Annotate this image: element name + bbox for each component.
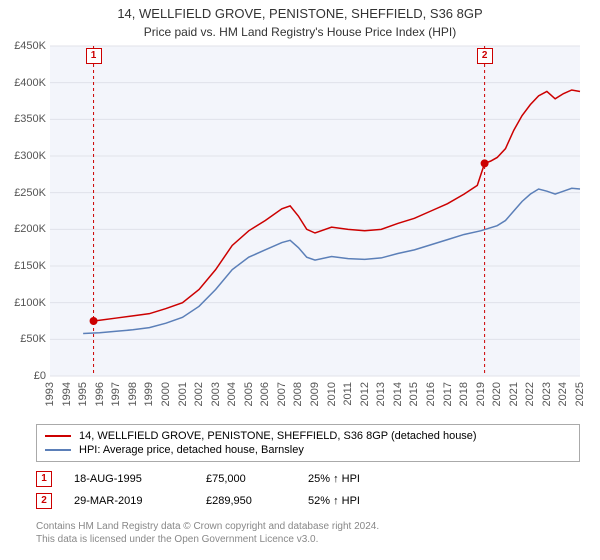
legend-label: 14, WELLFIELD GROVE, PENISTONE, SHEFFIEL… (79, 430, 477, 442)
y-tick-label: £300K (2, 150, 46, 162)
x-tick-label: 2001 (177, 382, 189, 406)
footnote-line1: Contains HM Land Registry data © Crown c… (36, 520, 379, 533)
legend-swatch (45, 449, 71, 451)
sales-row-price: £75,000 (206, 473, 286, 485)
x-tick-label: 1999 (143, 382, 155, 406)
sales-row: 1 18-AUG-1995 £75,000 25% ↑ HPI (36, 468, 580, 490)
sale-marker-dot (481, 159, 489, 167)
legend-item: 14, WELLFIELD GROVE, PENISTONE, SHEFFIEL… (45, 429, 571, 443)
sale-marker-box: 1 (86, 48, 102, 64)
x-tick-label: 1995 (77, 382, 89, 406)
legend: 14, WELLFIELD GROVE, PENISTONE, SHEFFIEL… (36, 424, 580, 462)
sales-row-pct: 52% ↑ HPI (308, 495, 428, 507)
y-tick-label: £0 (2, 370, 46, 382)
sales-row-pct: 25% ↑ HPI (308, 473, 428, 485)
x-tick-label: 2017 (442, 382, 454, 406)
x-tick-label: 2012 (359, 382, 371, 406)
x-tick-label: 2000 (160, 382, 172, 406)
chart-title-line1: 14, WELLFIELD GROVE, PENISTONE, SHEFFIEL… (0, 0, 600, 23)
x-tick-label: 2023 (541, 382, 553, 406)
sales-row-marker: 1 (36, 471, 52, 487)
x-tick-label: 1997 (110, 382, 122, 406)
x-tick-label: 2007 (276, 382, 288, 406)
x-tick-label: 2013 (375, 382, 387, 406)
x-tick-label: 2022 (524, 382, 536, 406)
x-tick-label: 2024 (557, 382, 569, 406)
x-tick-label: 2002 (193, 382, 205, 406)
chart-svg (50, 46, 580, 376)
y-tick-label: £50K (2, 333, 46, 345)
x-tick-label: 2014 (392, 382, 404, 406)
sales-row-price: £289,950 (206, 495, 286, 507)
x-tick-label: 2003 (210, 382, 222, 406)
x-tick-label: 2005 (243, 382, 255, 406)
y-tick-label: £400K (2, 77, 46, 89)
x-tick-label: 2015 (408, 382, 420, 406)
y-tick-label: £100K (2, 297, 46, 309)
y-tick-label: £250K (2, 187, 46, 199)
x-tick-label: 1994 (61, 382, 73, 406)
x-tick-label: 2019 (475, 382, 487, 406)
footnote-line2: This data is licensed under the Open Gov… (36, 533, 379, 546)
x-tick-label: 2010 (326, 382, 338, 406)
y-tick-label: £350K (2, 113, 46, 125)
x-tick-label: 2020 (491, 382, 503, 406)
x-tick-label: 1998 (127, 382, 139, 406)
x-tick-label: 2008 (292, 382, 304, 406)
chart-title-line2: Price paid vs. HM Land Registry's House … (0, 23, 600, 39)
sales-table: 1 18-AUG-1995 £75,000 25% ↑ HPI 2 29-MAR-2019… (36, 468, 580, 512)
x-tick-label: 1993 (44, 382, 56, 406)
y-tick-label: £150K (2, 260, 46, 272)
x-tick-label: 2025 (574, 382, 586, 406)
sales-row-marker: 2 (36, 493, 52, 509)
sales-row: 2 29-MAR-2019 £289,950 52% ↑ HPI (36, 490, 580, 512)
sales-row-date: 18-AUG-1995 (74, 473, 184, 485)
x-tick-label: 2016 (425, 382, 437, 406)
footnote: Contains HM Land Registry data © Crown c… (36, 520, 379, 546)
x-tick-label: 2021 (508, 382, 520, 406)
sales-row-date: 29-MAR-2019 (74, 495, 184, 507)
x-tick-label: 2006 (259, 382, 271, 406)
series-line (94, 90, 580, 321)
sale-marker-dot (90, 317, 98, 325)
legend-item: HPI: Average price, detached house, Barn… (45, 443, 571, 457)
sale-marker-box: 2 (477, 48, 493, 64)
chart-container: 14, WELLFIELD GROVE, PENISTONE, SHEFFIEL… (0, 0, 600, 560)
x-tick-label: 2009 (309, 382, 321, 406)
legend-swatch (45, 435, 71, 437)
x-tick-label: 2018 (458, 382, 470, 406)
y-tick-label: £200K (2, 223, 46, 235)
legend-label: HPI: Average price, detached house, Barn… (79, 444, 304, 456)
y-tick-label: £450K (2, 40, 46, 52)
x-tick-label: 1996 (94, 382, 106, 406)
chart-area: £0£50K£100K£150K£200K£250K£300K£350K£400… (50, 46, 580, 376)
x-tick-label: 2004 (226, 382, 238, 406)
x-tick-label: 2011 (342, 382, 354, 406)
